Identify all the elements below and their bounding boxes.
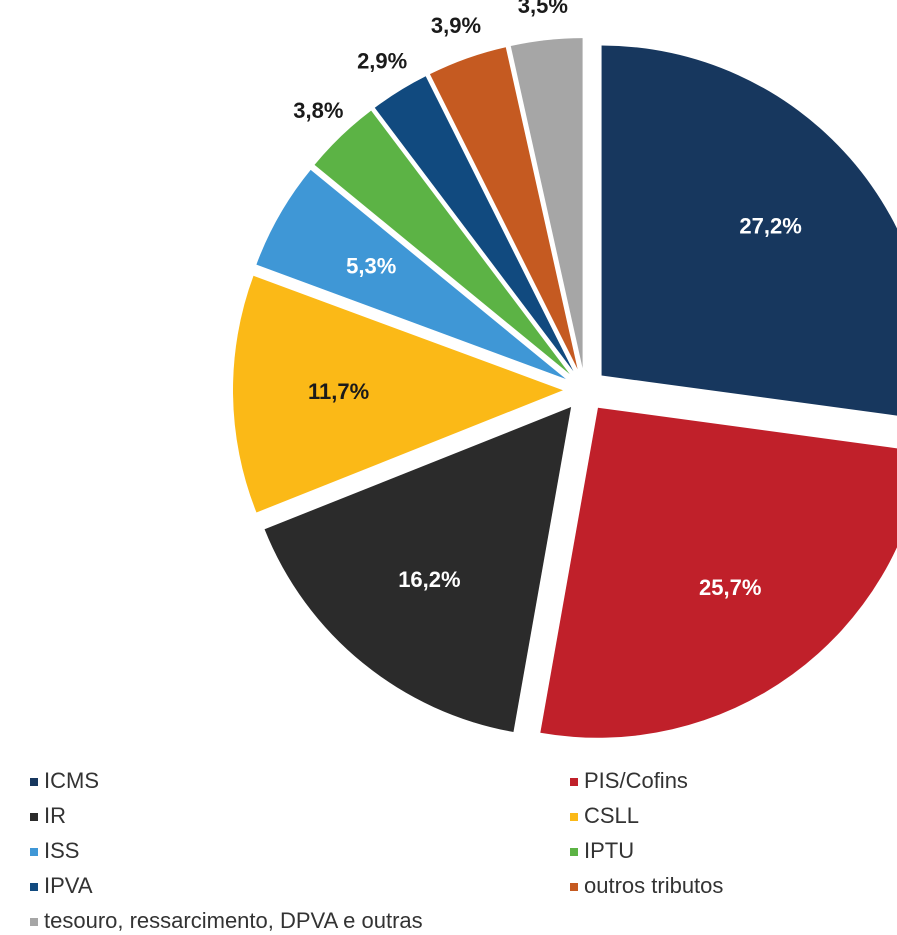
pie-slice [510, 38, 583, 369]
legend-label: ISS [44, 838, 79, 863]
pie-slice [429, 47, 578, 370]
data-label: 3,9% [431, 13, 481, 38]
pie-slice [374, 76, 574, 372]
data-label: 2,9% [357, 49, 407, 74]
legend-swatch [570, 778, 578, 786]
legend-swatch [30, 813, 38, 821]
pie-slice [264, 407, 572, 732]
legend-label: IPTU [584, 838, 634, 863]
legend-label: CSLL [584, 803, 639, 828]
data-label: 16,2% [398, 567, 460, 592]
pie-slice [540, 407, 897, 738]
pie-slice [256, 169, 566, 380]
data-label: 3,5% [518, 0, 568, 18]
legend-swatch [570, 883, 578, 891]
legend-label: ICMS [44, 768, 99, 793]
pie-slice [314, 110, 570, 375]
data-label: 11,7% [308, 379, 369, 404]
data-label: 5,3% [346, 253, 396, 278]
legend-swatch [30, 848, 38, 856]
legend-swatch [30, 918, 38, 926]
legend-label: outros tributos [584, 873, 723, 898]
legend-swatch [570, 848, 578, 856]
legend-label: PIS/Cofins [584, 768, 688, 793]
legend-swatch [30, 883, 38, 891]
data-label: 3,8% [293, 98, 343, 123]
pie-slice [601, 45, 897, 416]
legend-label: IR [44, 803, 66, 828]
legend-swatch [30, 778, 38, 786]
legend-label: IPVA [44, 873, 93, 898]
data-label: 25,7% [699, 575, 761, 600]
legend-label: tesouro, ressarcimento, DPVA e outras [44, 908, 423, 933]
data-label: 27,2% [739, 214, 801, 239]
pie-slice [233, 275, 564, 513]
legend-swatch [570, 813, 578, 821]
